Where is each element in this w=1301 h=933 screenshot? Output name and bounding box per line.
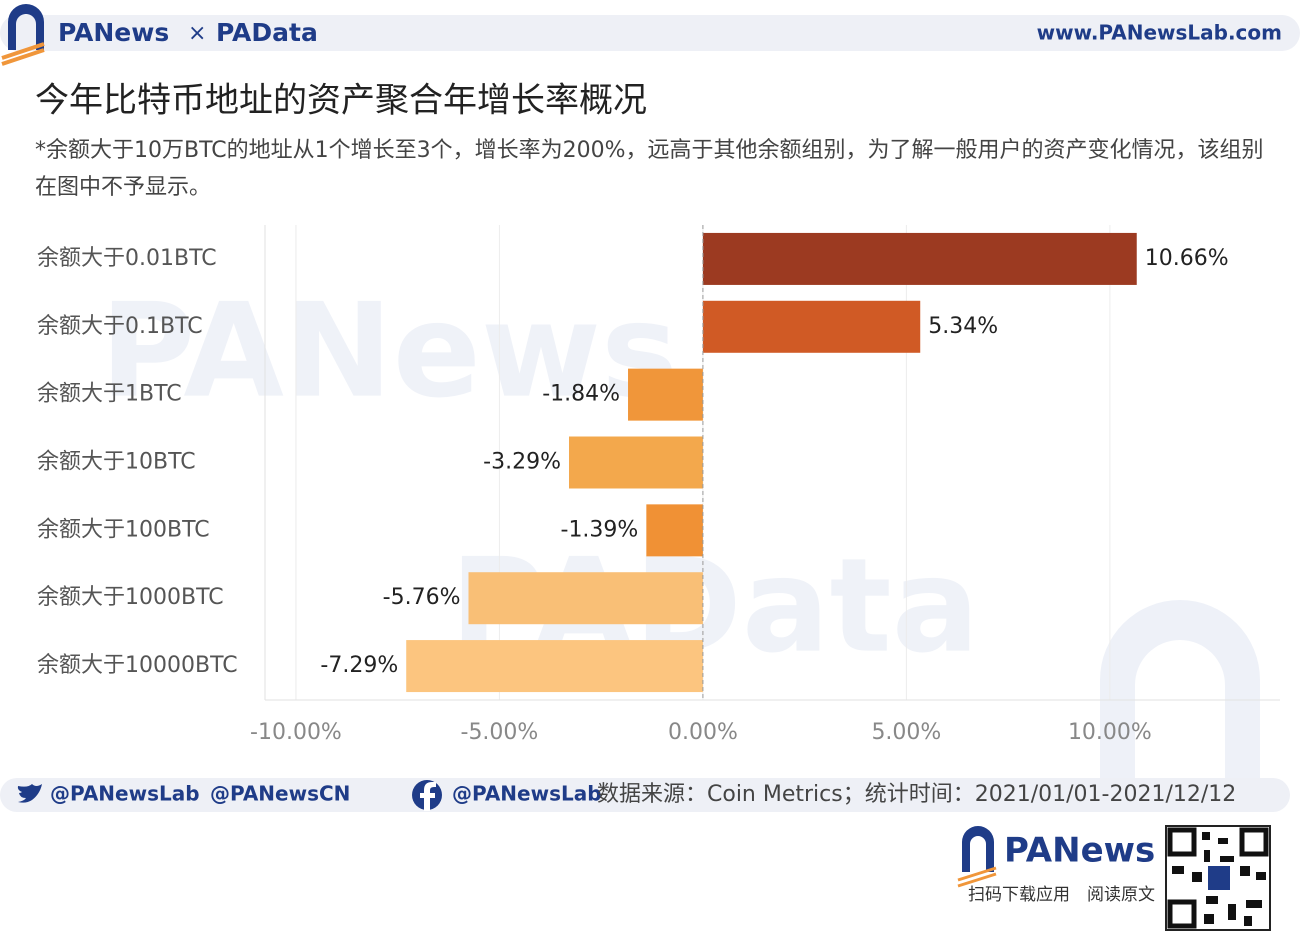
bar [406, 640, 703, 693]
x-tick-label: -5.00% [461, 720, 539, 745]
url: www.PANewsLab.com [1037, 21, 1282, 45]
footer-brand: PANews [1004, 831, 1155, 871]
logo [8, 4, 44, 50]
bar [468, 572, 703, 625]
y-tick-label: 余额大于100BTC [37, 517, 210, 542]
y-tick-label: 余额大于0.01BTC [37, 246, 217, 271]
bar [569, 436, 703, 489]
value-label: 5.34% [928, 314, 998, 339]
header-bar [0, 15, 1300, 51]
value-label: -5.76% [383, 585, 461, 610]
footer-bar [0, 778, 1290, 812]
source: 数据来源：Coin Metrics；统计时间：2021/01/01-2021/1… [597, 782, 1236, 807]
footer-logo-stripes [957, 866, 997, 888]
chart-title: 今年比特币地址的资产聚合年增长率概况 [35, 81, 647, 121]
bar [702, 232, 1137, 285]
value-label: -1.39% [561, 517, 639, 542]
bar [702, 300, 921, 353]
watermark-logo [1100, 600, 1260, 780]
twitter-icon [17, 784, 42, 803]
value-label: -3.29% [483, 450, 561, 475]
y-tick-label: 余额大于1BTC [37, 382, 182, 407]
y-tick-label: 余额大于1000BTC [37, 585, 224, 610]
value-label: -1.84% [542, 382, 620, 407]
facebook-f [420, 782, 436, 811]
subtitle: *余额大于10万BTC的地址从1个增长至3个，增长率为200%，远高于其他余额组… [35, 138, 1264, 200]
x-tick-label: 10.00% [1068, 720, 1152, 745]
x-tick-label: -10.00% [250, 720, 342, 745]
value-label: 10.66% [1145, 246, 1229, 271]
y-tick-label: 余额大于10000BTC [37, 653, 238, 678]
y-tick-label: 余额大于10BTC [37, 450, 196, 475]
bar [646, 504, 703, 557]
y-tick-label: 余额大于0.1BTC [37, 314, 203, 339]
twitter-handle: @PANewsCN [210, 782, 350, 806]
watermark: PANews [100, 275, 678, 427]
x-tick-label: 0.00% [668, 720, 738, 745]
value-label: -7.29% [320, 653, 398, 678]
brand-right: PAData [216, 18, 318, 47]
qr-caption: 扫码下载应用 [968, 885, 1070, 905]
brand-left: PANews [58, 18, 169, 47]
qr-caption: 阅读原文 [1087, 885, 1155, 905]
qr-code [1165, 825, 1271, 931]
brand-separator: × [188, 21, 206, 46]
x-tick-label: 5.00% [871, 720, 941, 745]
logo-stripes [1, 42, 45, 66]
bar [628, 368, 703, 421]
facebook-handle: @PANewsLab [452, 782, 602, 806]
footer-logo [962, 826, 994, 872]
twitter-handle: @PANewsLab [50, 782, 200, 806]
